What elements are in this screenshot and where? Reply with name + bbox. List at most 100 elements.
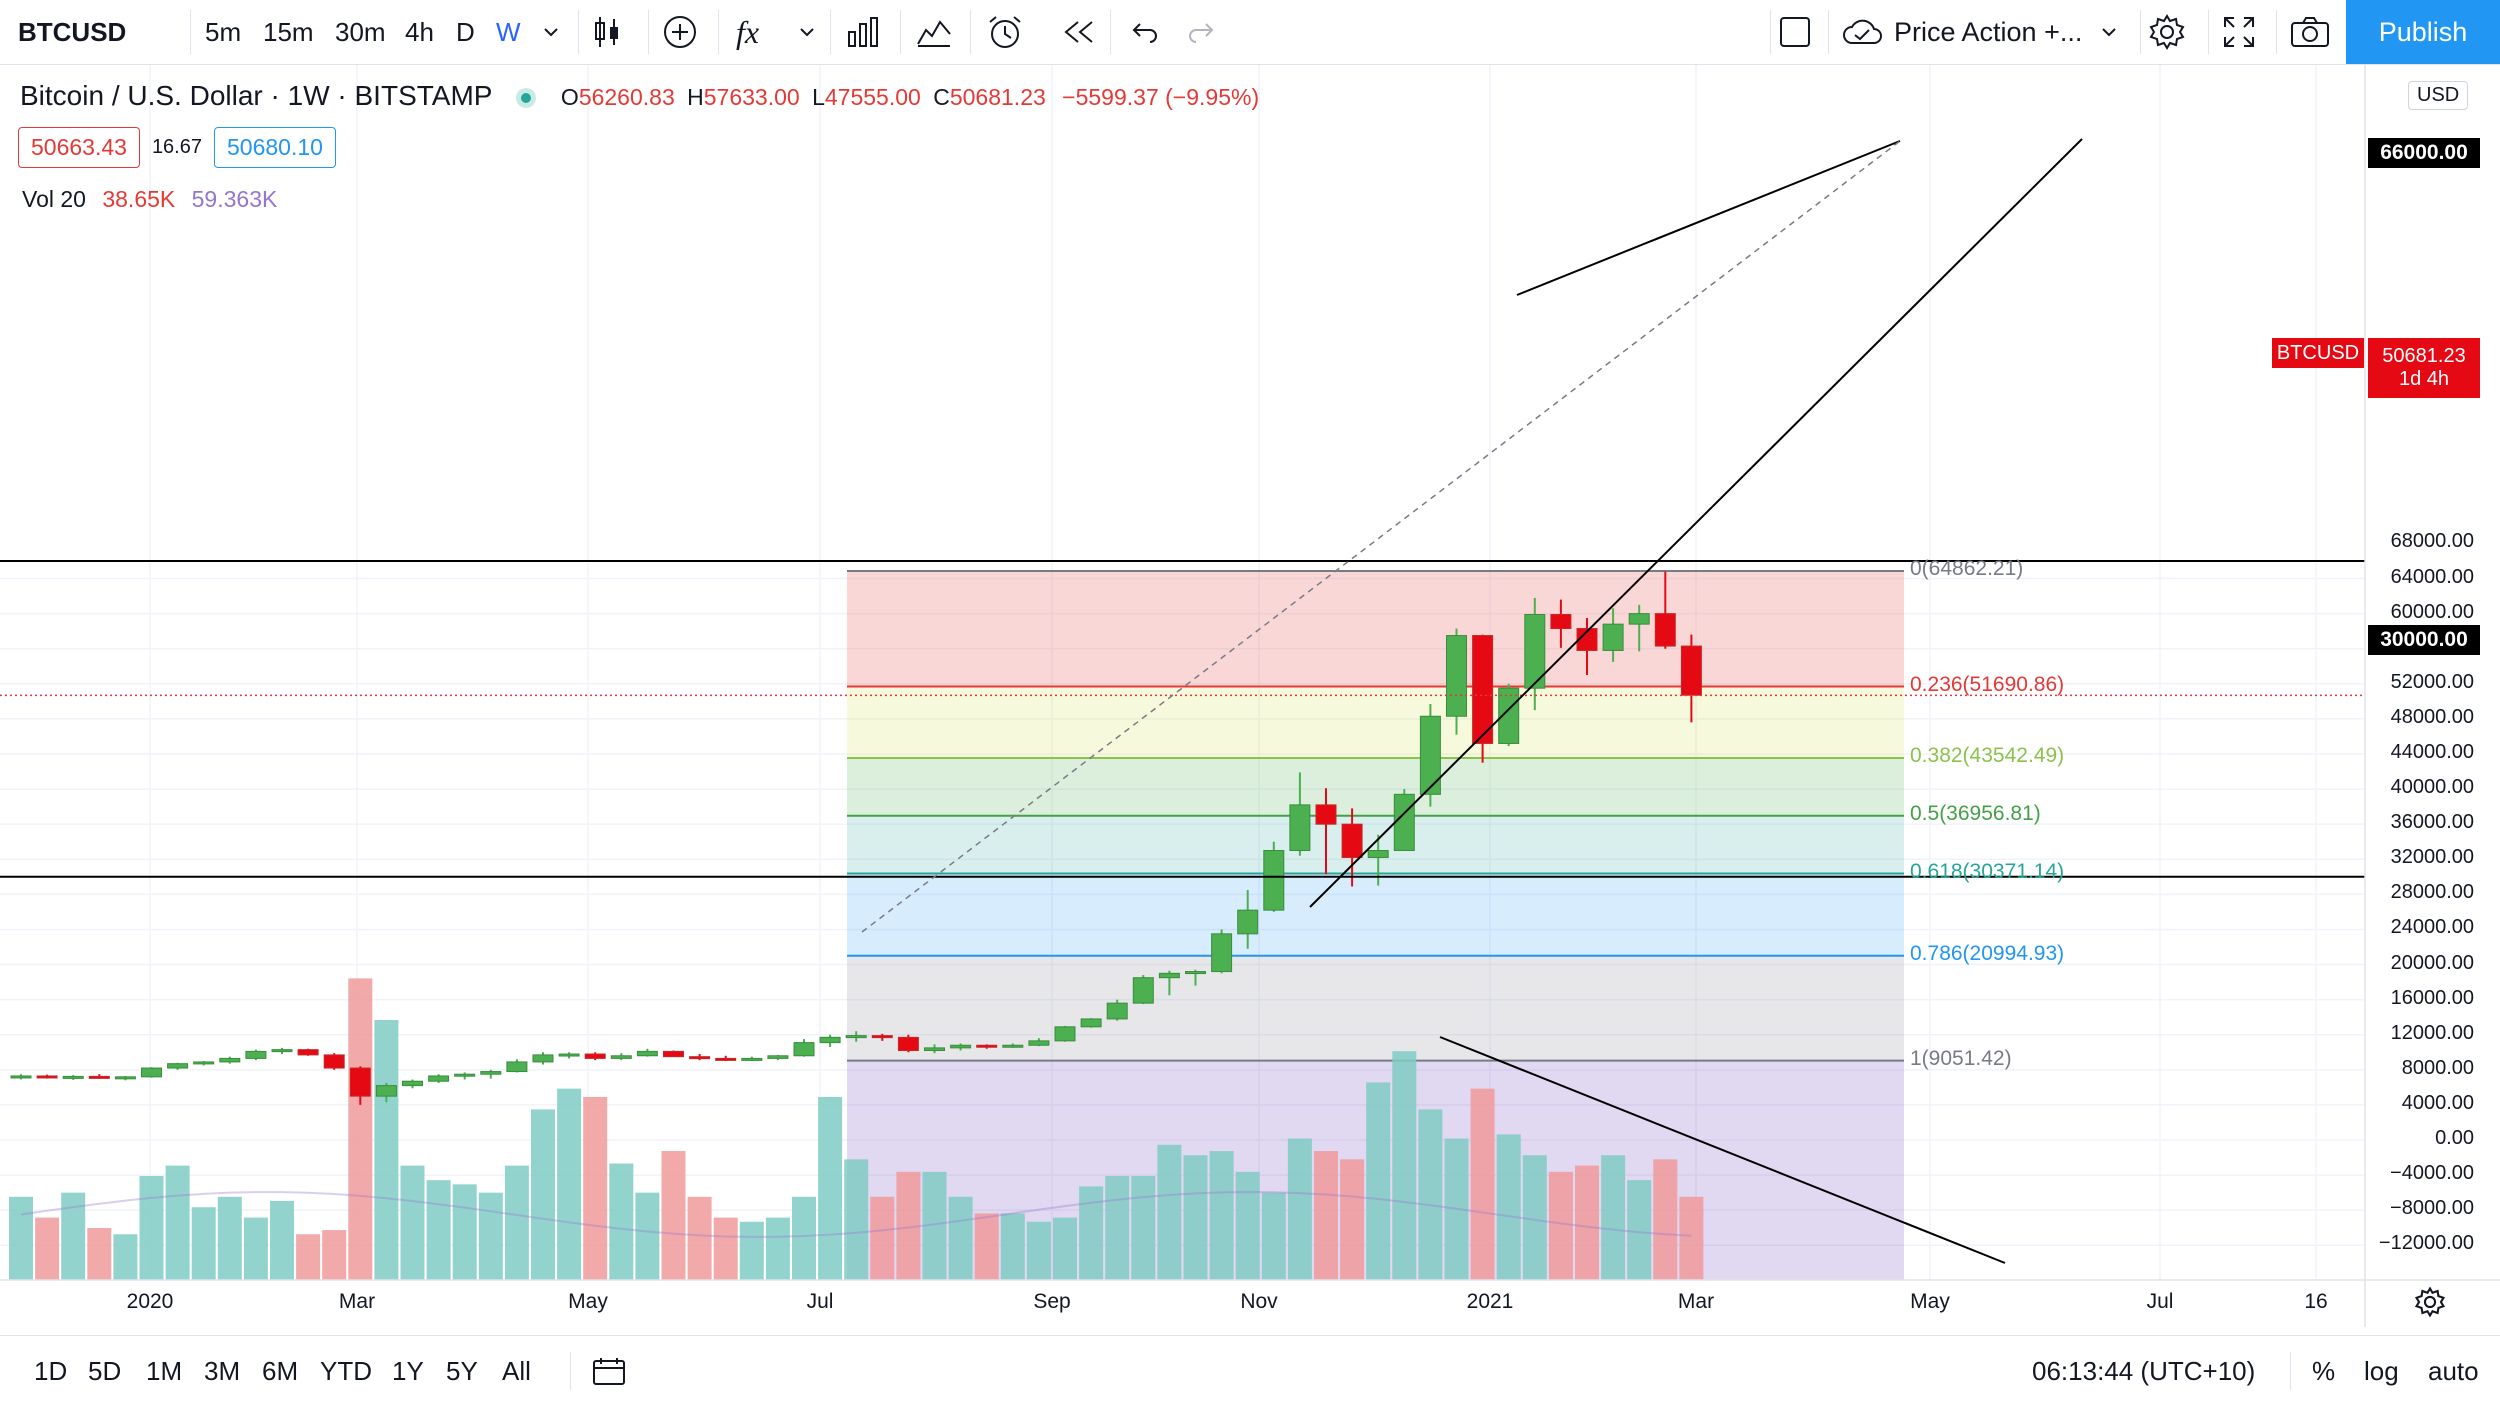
candle-body — [819, 1036, 841, 1044]
camera-icon[interactable] — [2290, 0, 2330, 64]
range-5d[interactable]: 5D — [88, 1355, 122, 1386]
symbol-search[interactable]: BTCUSD — [18, 16, 127, 47]
candles-style-icon[interactable] — [592, 0, 622, 64]
range-1y[interactable]: 1Y — [392, 1355, 424, 1386]
time-axis-label: Nov — [1240, 1290, 1278, 1313]
candle-body — [10, 1075, 32, 1079]
interval-15m[interactable]: 15m — [263, 16, 314, 47]
fullscreen-icon[interactable] — [2222, 0, 2256, 64]
price-axis-label: −8000.00 — [2390, 1197, 2474, 1220]
log-scale-toggle[interactable]: log — [2364, 1355, 2399, 1386]
volume-bar — [1131, 1176, 1156, 1280]
candle-body — [36, 1075, 58, 1079]
percent-scale-toggle[interactable]: % — [2312, 1355, 2336, 1386]
ask-button[interactable]: 50680.10 — [214, 127, 336, 168]
volume-bar — [504, 1165, 529, 1280]
candle-body — [193, 1061, 215, 1065]
price-axis-label: 48000.00 — [2390, 705, 2474, 728]
volume-ma-value: 59.363K — [191, 186, 278, 212]
volume-bar — [87, 1228, 112, 1280]
compare-plus-icon[interactable] — [662, 0, 698, 64]
financials-bars-icon[interactable] — [846, 0, 880, 64]
interval-w[interactable]: W — [496, 16, 521, 47]
interval-4h[interactable]: 4h — [405, 16, 434, 47]
ascending-support-trendline — [1309, 138, 2083, 908]
candle-body — [663, 1050, 684, 1058]
price-axis-label: 12000.00 — [2390, 1021, 2474, 1044]
redo-icon[interactable] — [1186, 0, 1216, 64]
low-value: 47555.00 — [824, 84, 921, 110]
price-axis-label: −12000.00 — [2378, 1232, 2474, 1255]
bid-button[interactable]: 50663.43 — [18, 127, 140, 168]
volume-ma-line — [20, 1191, 1692, 1238]
alert-clock-icon[interactable] — [986, 0, 1024, 64]
range-all[interactable]: All — [502, 1355, 531, 1386]
go-to-date-icon[interactable] — [592, 1336, 626, 1406]
layout-select-icon[interactable] — [1778, 0, 1812, 64]
layout-name[interactable]: Price Action +... — [1894, 16, 2083, 47]
gear-icon[interactable] — [2148, 0, 2186, 64]
toolbar-divider — [1828, 10, 1829, 54]
chevron-down-icon[interactable] — [2098, 0, 2120, 64]
range-1d[interactable]: 1D — [34, 1355, 68, 1386]
auto-scale-toggle[interactable]: auto — [2428, 1355, 2479, 1386]
candle-body — [323, 1054, 345, 1069]
volume-bar — [1601, 1155, 1626, 1280]
volume-bar — [765, 1217, 790, 1280]
chevron-down-icon[interactable] — [540, 0, 562, 64]
toolbar-divider — [2276, 10, 2277, 54]
bar-countdown: 1d 4h — [2398, 368, 2450, 390]
candle-body — [1237, 909, 1259, 935]
top-toolbar: BTCUSD 5m 15m 30m 4h D W fx — [0, 0, 2500, 65]
volume-bar — [1157, 1144, 1182, 1280]
templates-icon[interactable] — [916, 0, 952, 64]
chart-settings-gear-icon[interactable] — [2414, 1286, 2446, 1318]
price-axis-label-partial: 68000.00 — [2390, 530, 2474, 553]
volume-bar — [1470, 1088, 1495, 1280]
price-chart[interactable] — [0, 65, 2500, 1327]
candle-body — [1002, 1044, 1024, 1048]
volume-bar — [1261, 1192, 1286, 1280]
undo-icon[interactable] — [1130, 0, 1160, 64]
candle-body — [924, 1047, 945, 1052]
candle-body — [584, 1053, 606, 1059]
replay-icon[interactable] — [1062, 0, 1096, 64]
range-6m[interactable]: 6M — [262, 1355, 299, 1386]
volume-bar — [1105, 1176, 1130, 1280]
candle-body — [349, 1067, 371, 1097]
volume-bar — [1627, 1180, 1652, 1280]
range-3m[interactable]: 3M — [204, 1355, 241, 1386]
range-1m[interactable]: 1M — [146, 1355, 183, 1386]
interval-5m[interactable]: 5m — [205, 16, 242, 47]
range-5y[interactable]: 5Y — [446, 1355, 478, 1386]
price-axis-label: 32000.00 — [2390, 846, 2474, 869]
candle-body — [375, 1085, 397, 1097]
volume-legend[interactable]: Vol 20 38.65K 59.363K — [22, 186, 277, 213]
chevron-down-icon[interactable] — [796, 0, 818, 64]
candle-body — [1263, 849, 1285, 911]
price-axis-label: 28000.00 — [2390, 881, 2474, 904]
volume-bar — [1183, 1155, 1208, 1280]
chart-pane[interactable]: Bitcoin / U.S. Dollar · 1W · BITSTAMP O5… — [0, 65, 2500, 1327]
fib-level-label: 0.382(43542.49) — [1910, 744, 2065, 767]
close-value: 50681.23 — [949, 84, 1046, 110]
publish-button[interactable]: Publish — [2346, 0, 2500, 64]
range-ytd[interactable]: YTD — [320, 1355, 372, 1386]
time-axis-label: May — [568, 1290, 608, 1313]
indicators-fx-icon[interactable]: fx — [736, 13, 760, 50]
volume-bar — [322, 1230, 347, 1280]
volume-bar — [1366, 1082, 1391, 1280]
currency-button[interactable]: USD — [2408, 81, 2469, 110]
interval-d[interactable]: D — [456, 16, 475, 47]
volume-bar — [1000, 1213, 1025, 1280]
candle-body — [1185, 971, 1206, 975]
volume-bar — [1314, 1151, 1338, 1280]
volume-bar — [792, 1196, 816, 1280]
volume-bar — [635, 1192, 660, 1280]
candle-body — [871, 1035, 893, 1039]
clock-timezone[interactable]: 06:13:44 (UTC+10) — [2032, 1355, 2256, 1386]
symbol-title[interactable]: Bitcoin / U.S. Dollar · 1W · BITSTAMP — [20, 80, 493, 111]
candle-body — [1289, 804, 1311, 851]
interval-30m[interactable]: 30m — [335, 16, 386, 47]
fib-zone — [847, 686, 1904, 759]
